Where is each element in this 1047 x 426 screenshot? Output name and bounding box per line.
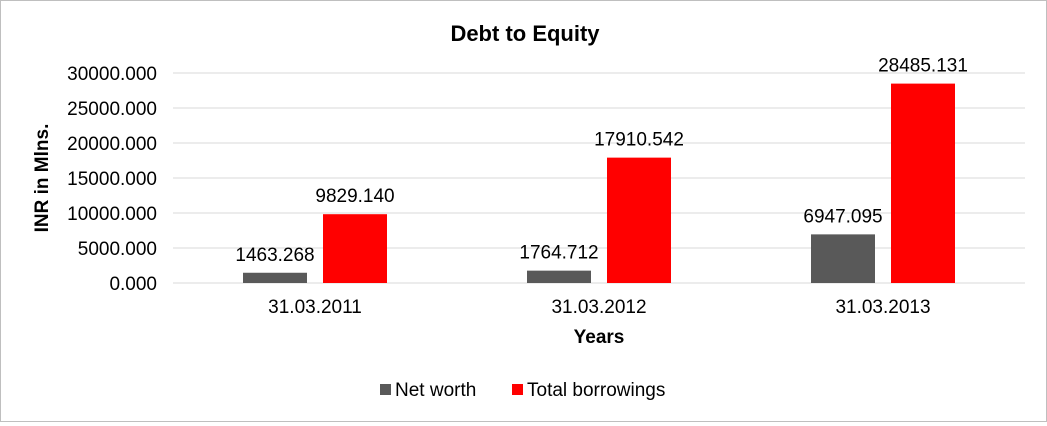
legend-swatch <box>512 384 523 395</box>
data-label: 9829.140 <box>315 186 394 207</box>
bars <box>243 83 955 283</box>
data-labels: 1463.268 9829.140 1764.712 17910.542 6947.09… <box>235 56 968 266</box>
chart-title: Debt to Equity <box>450 21 600 46</box>
bar-total-borrowings <box>607 157 671 283</box>
y-tick-label: 10000.000 <box>67 204 157 225</box>
x-axis-title: Years <box>574 327 625 348</box>
x-tick-label: 31.03.2011 <box>268 297 362 318</box>
data-label: 17910.542 <box>594 130 684 151</box>
legend-swatch <box>380 384 391 395</box>
x-tick-label: 31.03.2013 <box>835 297 930 318</box>
data-label: 1463.268 <box>235 245 314 266</box>
gridlines <box>173 72 1025 284</box>
y-tick-label: 5000.000 <box>78 239 157 260</box>
y-axis-ticks: 0.000 5000.000 10000.000 15000.000 20000.000… <box>67 64 157 295</box>
bar-net-worth <box>243 272 307 283</box>
y-axis-title: INR in Mlns. <box>32 124 53 233</box>
legend-label: Net worth <box>395 380 476 401</box>
data-label: 1764.712 <box>519 243 598 264</box>
x-axis-ticks: 31.03.2011 31.03.2012 31.03.2013 <box>268 297 930 318</box>
data-label: 6947.095 <box>803 206 882 227</box>
y-tick-label: 30000.000 <box>67 64 157 85</box>
data-label: 28485.131 <box>878 56 968 77</box>
y-tick-label: 20000.000 <box>67 134 157 155</box>
x-tick-label: 31.03.2012 <box>551 297 646 318</box>
bar-net-worth <box>527 270 591 283</box>
legend: Net worth Total borrowings <box>380 380 665 401</box>
y-tick-label: 25000.000 <box>67 99 157 120</box>
y-tick-label: 0.000 <box>109 274 157 295</box>
bar-total-borrowings <box>323 214 387 283</box>
bar-net-worth <box>811 234 875 283</box>
legend-label: Total borrowings <box>527 380 665 401</box>
y-tick-label: 15000.000 <box>67 169 157 190</box>
bar-total-borrowings <box>891 83 955 283</box>
